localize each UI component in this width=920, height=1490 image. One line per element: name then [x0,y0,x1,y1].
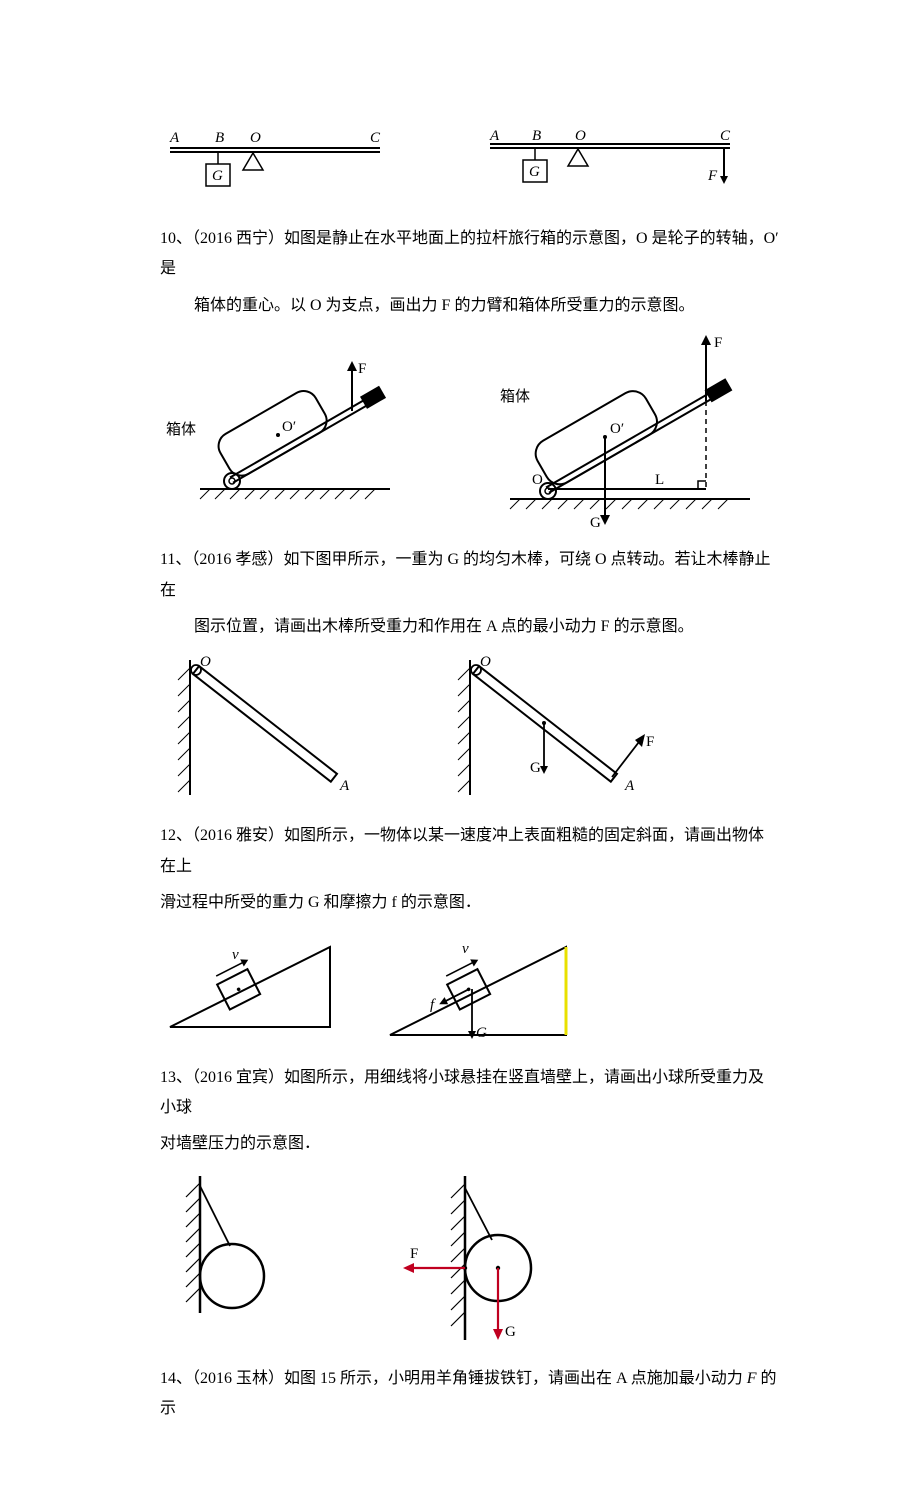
q12-figures: v v f G [160,927,780,1047]
label-A: A [169,130,180,146]
label-B: B [215,130,224,146]
label-A2: A [489,128,500,144]
q11-figures: O A O G [160,650,780,805]
label-F2: F [707,168,718,184]
q12-num: 12、 [160,827,192,844]
q10-line2: 箱体的重心。以 O 为支点，画出力 F 的力臂和箱体所受重力的示意图。 [160,291,780,321]
rod-figure-left: O A [160,650,370,805]
q14-line1: 14、（2016 玉林）如图 15 所示，小明用羊角锤拔铁钉，请画出在 A 点施… [160,1364,780,1425]
q12-line2: 滑过程中所受的重力 G 和摩擦力 f 的示意图． [160,888,780,918]
body-label-r: 箱体 [500,388,530,405]
q13-line2: 对墙壁压力的示意图． [160,1129,780,1159]
A-l: A [339,778,350,794]
label-G2: G [529,164,540,180]
q13-src: （2016 宜宾） [192,1069,284,1086]
lever-figure-right: A B O C G F [480,128,740,208]
F13: F [410,1246,418,1262]
label-B2: B [532,128,541,144]
q14-t1: 如图 15 所示，小明用羊角锤拔铁钉，请画出在 A 点施加最小动力 [284,1370,743,1387]
Op-l: O′ [282,419,296,435]
Op-r: O′ [610,421,624,437]
incline-figure-right: v f G [380,927,580,1047]
v-l: v [232,947,239,963]
body-label-l: 箱体 [166,421,196,438]
O-r: O [532,472,543,488]
prev-question-figures: A B O C G A B O C G F [160,128,780,208]
ball-figure-left [160,1168,290,1318]
A-r2: A [624,778,635,794]
G11: G [530,760,541,776]
F11: F [646,734,654,750]
q14-src: （2016 玉林） [192,1370,284,1387]
q14-F: F [747,1370,757,1387]
label-C2: C [720,128,731,144]
suitcase-figure-right: O 箱体 O′ F L G [470,329,770,529]
q11-num: 11、 [160,551,191,568]
G12: G [476,1025,487,1041]
suitcase-figure-left: 箱体 O′ F [160,329,410,509]
label-C: C [370,130,381,146]
F-r: F [714,335,722,351]
q10-figures: 箱体 O′ F O [160,329,780,529]
q11-line1: 11、（2016 孝感）如下图甲所示，一重为 G 的均匀木棒，可绕 O 点转动。… [160,545,780,606]
q14-num: 14、 [160,1370,192,1387]
q13-figures: F G [160,1168,780,1348]
G13: G [505,1324,516,1340]
F-l: F [358,361,366,377]
lever-figure-left: A B O C G [160,128,390,208]
L-r: L [655,472,664,488]
incline-figure-left: v [160,927,340,1037]
label-O2: O [575,128,586,144]
v-r: v [462,941,469,957]
G-r: G [590,515,601,529]
f12: f [430,997,436,1013]
q13-line1: 13、（2016 宜宾）如图所示，用细线将小球悬挂在竖直墙壁上，请画出小球所受重… [160,1063,780,1124]
q10-num: 10、 [160,230,192,247]
label-O: O [250,130,261,146]
label-G: G [212,168,223,184]
rod-figure-right: O G A F [440,650,670,805]
q10-src: （2016 西宁） [192,230,284,247]
q11-src: （2016 孝感） [191,551,283,568]
ball-figure-right: F G [370,1168,570,1348]
q12-src: （2016 雅安） [192,827,284,844]
q10-line1: 10、（2016 西宁）如图是静止在水平地面上的拉杆旅行箱的示意图，O 是轮子的… [160,224,780,285]
q12-line1: 12、（2016 雅安）如图所示，一物体以某一速度冲上表面粗糙的固定斜面，请画出… [160,821,780,882]
q11-line2: 图示位置，请画出木棒所受重力和作用在 A 点的最小动力 F 的示意图。 [160,612,780,642]
q13-num: 13、 [160,1069,192,1086]
